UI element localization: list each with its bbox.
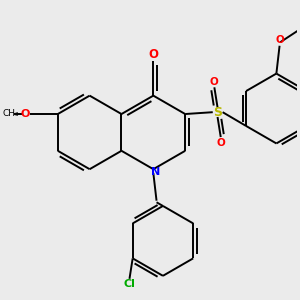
- Text: O: O: [276, 35, 285, 45]
- Text: O: O: [148, 49, 158, 62]
- Text: CH₃: CH₃: [2, 109, 19, 118]
- Text: N: N: [151, 167, 160, 177]
- Text: O: O: [210, 77, 219, 87]
- Text: Cl: Cl: [124, 279, 135, 289]
- Text: S: S: [213, 106, 222, 119]
- Text: O: O: [216, 137, 225, 148]
- Text: O: O: [20, 109, 30, 119]
